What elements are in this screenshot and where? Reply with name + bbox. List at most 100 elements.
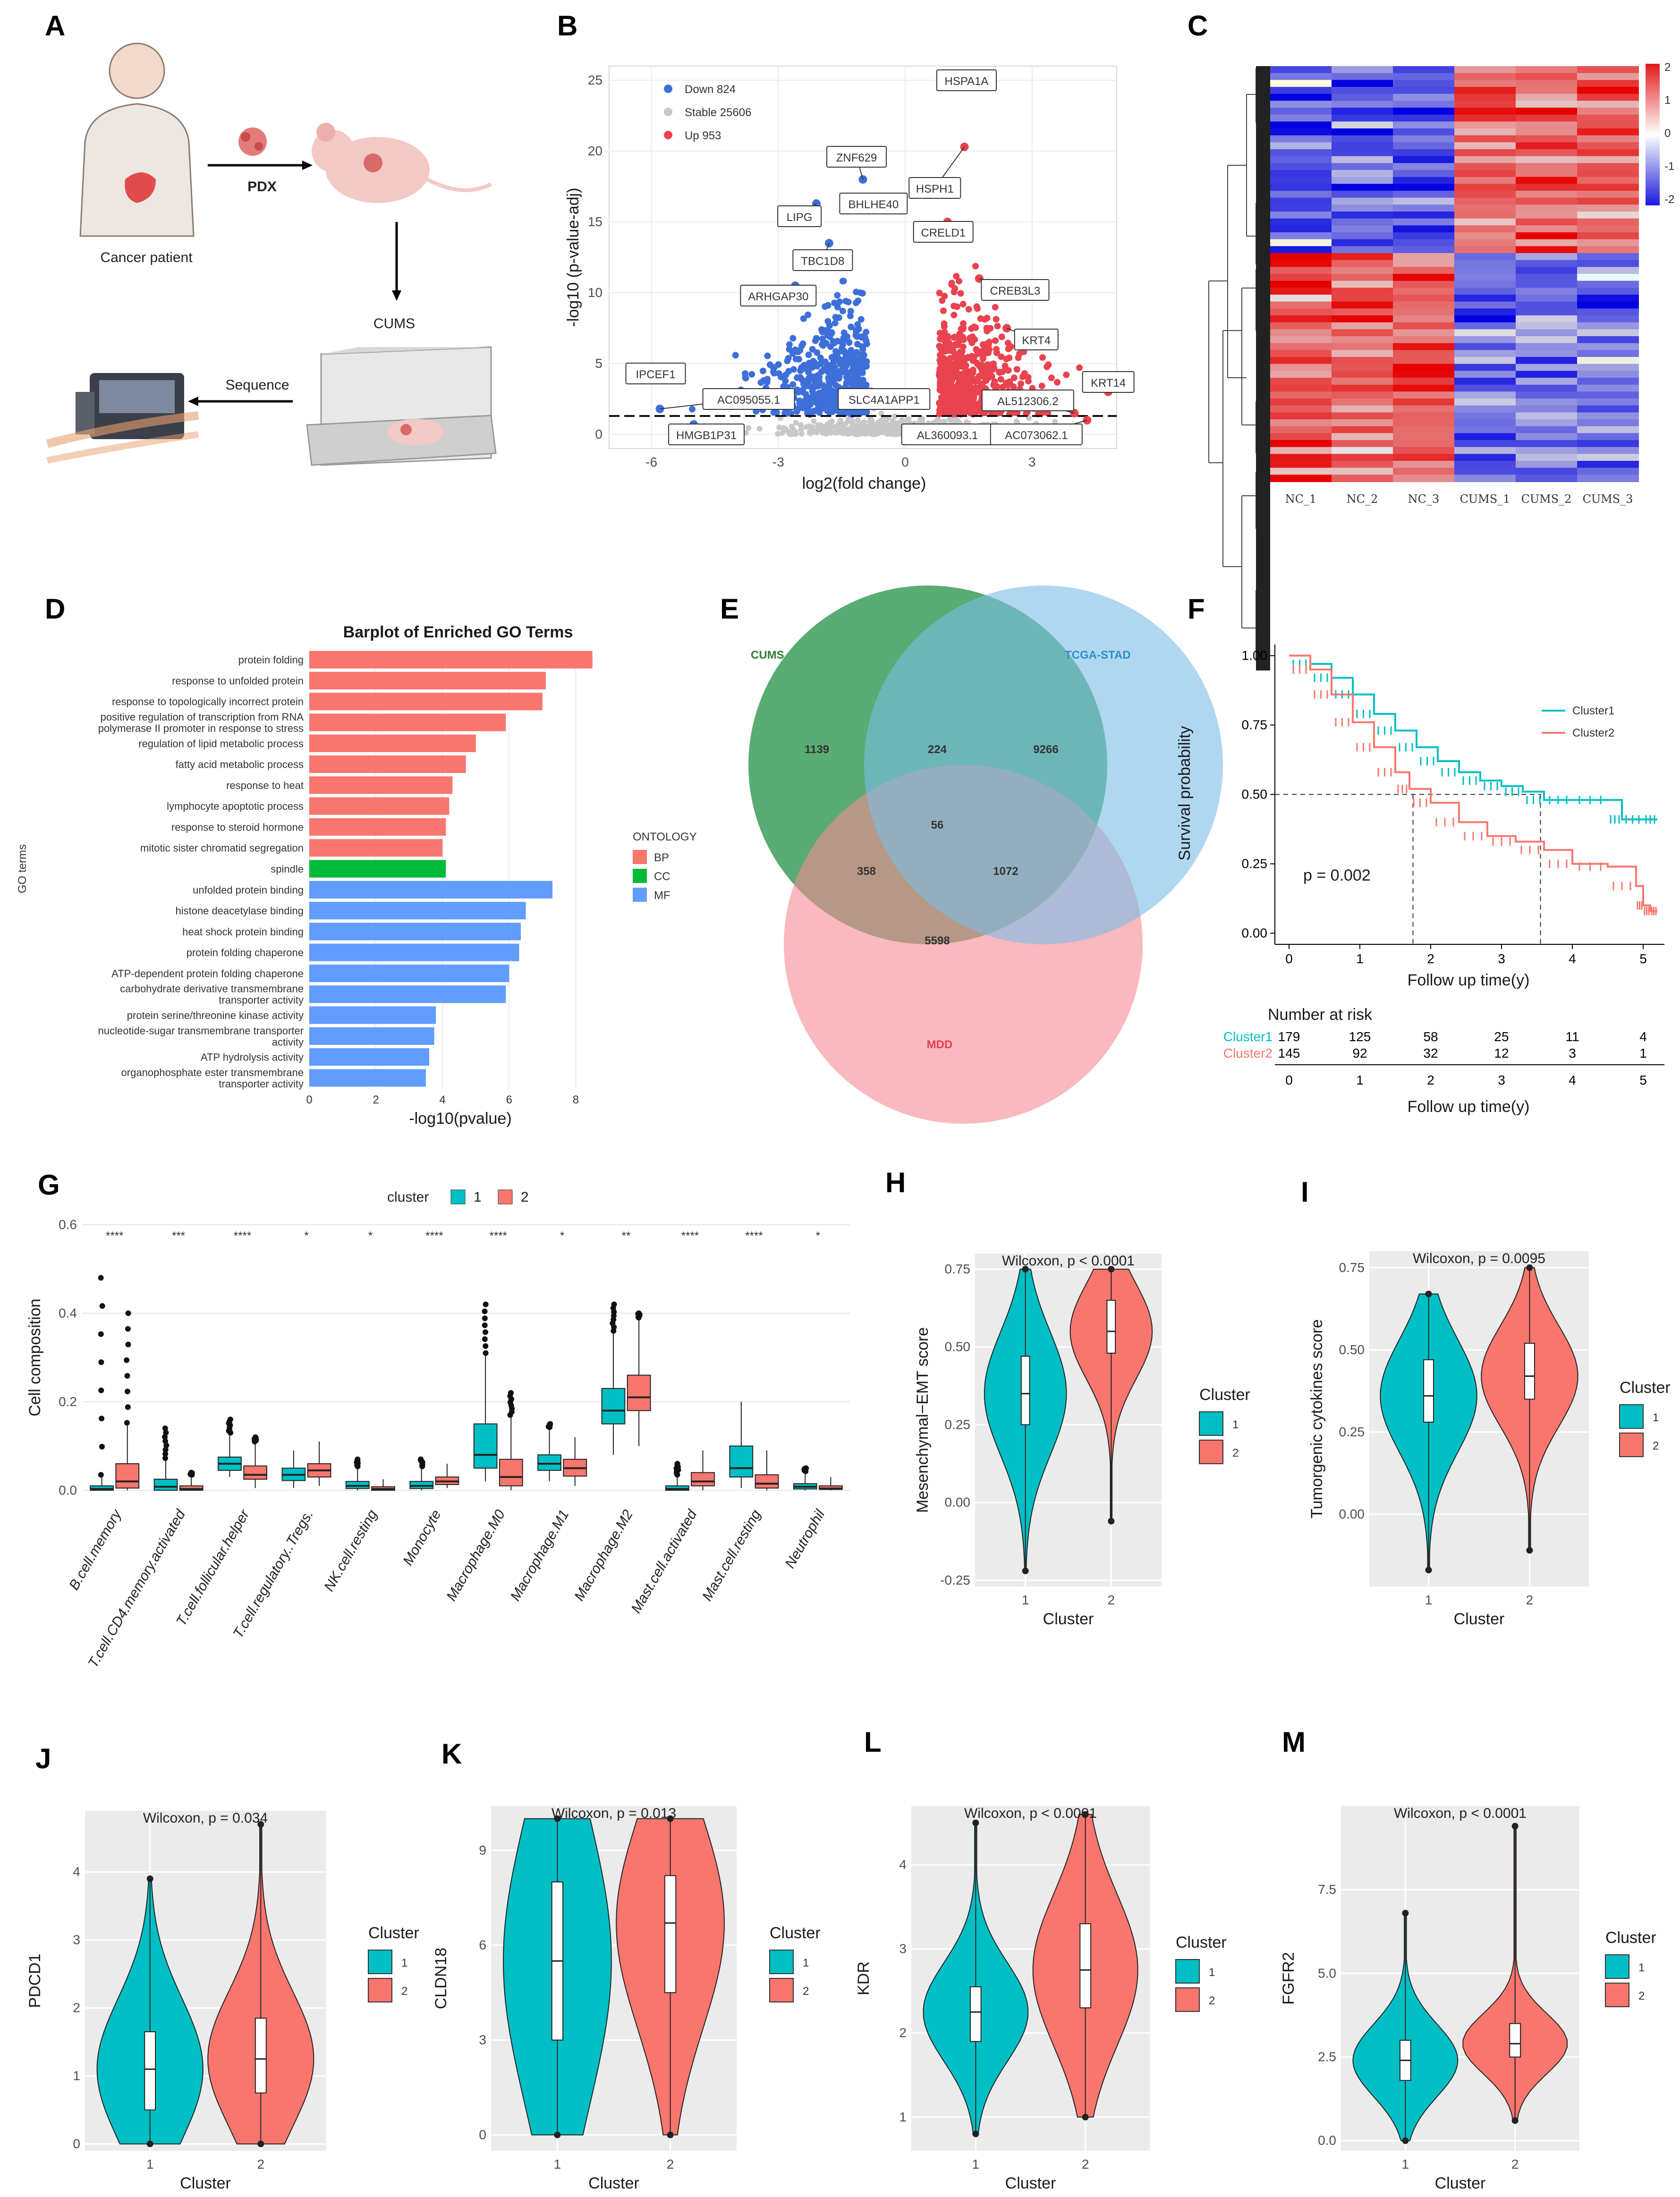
box-grid: 0.0 0.2 0.4 0.6 [59,1217,850,1497]
volcano-point-down [836,368,843,375]
violin-outlier [1022,1568,1029,1575]
volcano-point-down [775,370,782,377]
heatmap-cell [1393,419,1455,427]
violin-legend-title: Cluster [368,1924,419,1942]
heatmap-scale-ticks: 2 1 0 -1 -2 [1664,61,1674,206]
heatmap-cell [1577,412,1639,420]
heatmap-cell [1393,412,1455,420]
volcano-point-down [839,278,846,285]
risk-x-tick: 4 [1569,1073,1576,1087]
volcano-point-up [950,369,958,376]
heatmap-cell [1332,156,1393,164]
volcano-point-down [853,367,860,374]
heatmap-cell [1454,267,1516,274]
volcano-point-down [807,395,814,402]
violin-legend-label: 1 [1209,1966,1215,1979]
heatmap-cell [1454,405,1516,413]
heatmap-cell [1454,114,1516,122]
heatmap-cell [1270,149,1332,157]
heatmap-cell [1454,191,1516,198]
box-body [473,1423,498,1469]
heatmap-cell [1270,156,1332,164]
violin-y-tick: 0.75 [1339,1260,1365,1275]
heatmap-cell [1516,412,1578,420]
volcano-point-stable [746,425,752,431]
heatmap-cell [1332,384,1393,392]
volcano-point-stable [843,420,849,426]
volcano-point-stable [878,410,884,416]
heatmap-cell [1516,267,1578,274]
venn-tcga-circle [864,585,1223,944]
heatmap-cell [1577,212,1639,219]
box-outlier [636,1310,642,1316]
venn-cums-only: 1139 [805,743,829,756]
violin-test-label: Wilcoxon, p < 0.0001 [1002,1253,1135,1269]
violin-legend-label: 2 [1232,1447,1239,1459]
panel-a: A Cancer patient PDX CUMS [45,10,497,466]
violin-legend-key [1199,1411,1223,1436]
violin-legend-key [769,1978,794,2002]
heatmap-cell [1516,433,1578,441]
heatmap-cell [1454,295,1516,302]
box-body [755,1474,779,1489]
volcano-point-down [784,357,791,365]
volcano-point-down [786,346,793,353]
volcano-point-down [862,383,869,390]
violin-outlier [1082,2113,1089,2121]
heatmap-cell [1454,357,1516,365]
legend-bp-key [633,850,647,864]
km-legend-cluster2: Cluster2 [1572,727,1614,739]
volcano-point-stable [1013,418,1019,424]
violin-legend-label: 1 [1653,1411,1659,1424]
violin-y-tick: 0.75 [945,1262,971,1276]
panel-letter-c: C [1188,10,1208,42]
go-term-label: fatty acid metabolic process [176,759,304,771]
heatmap-cell [1270,225,1332,233]
box-outlier [125,1326,131,1332]
heatmap-cell [1516,399,1578,406]
heatmap-cell [1270,267,1332,274]
heatmap-cell [1577,260,1639,268]
go-term-label: polymerase II promoter in response to st… [98,722,304,734]
heatmap-cell [1577,204,1639,212]
legend-mf-key [633,888,647,902]
heatmap-cell [1577,329,1639,337]
volcano-point-up [967,406,975,413]
km-y-tick: 0.50 [1242,787,1268,802]
violin-outlier [1082,1811,1089,1818]
violin-y-tick: 3 [899,1942,907,1956]
go-term-label: unfolded protein binding [193,884,304,896]
km-x-tick: 0 [1285,951,1293,966]
heatmap-cell [1332,232,1393,240]
heatmap-cell [1454,475,1516,482]
violin-x-title: Cluster [180,2174,231,2192]
heatmap-cell [1270,93,1332,102]
volcano-label-box [908,177,961,199]
volcano-point-down [792,346,799,353]
volcano-point-up [941,320,948,327]
heatmap-cell [1270,336,1332,344]
go-bar [309,818,446,836]
volcano-point-down [814,349,821,356]
cancer-patient-label: Cancer patient [100,250,193,265]
volcano-point-up [940,347,947,354]
violin-legend-label: 1 [803,1957,809,1969]
km-curve-cluster2 [1289,654,1657,912]
volcano-point-up [937,405,944,412]
panel-letter-g: G [38,1169,60,1201]
box-outlier [227,1417,233,1423]
volcano-point-down [860,352,867,359]
volcano-gene-label: BHLHE40 [848,198,899,211]
go-bar [309,860,446,878]
violin-x-title: Cluster [1435,2174,1486,2192]
volcano-point-up [985,349,992,356]
heatmap-cell [1454,315,1516,323]
violin-legend-key [1605,1983,1629,2007]
volcano-gene-label: AL512306.2 [997,395,1058,408]
legend-mf: MF [654,889,670,902]
heatmap-cell [1454,135,1516,143]
volcano-gene-label: AL360093.1 [917,429,978,442]
violin-y-tick: 0.50 [945,1340,971,1354]
volcano-point-stable [775,431,781,437]
heatmap-cell [1577,399,1639,406]
